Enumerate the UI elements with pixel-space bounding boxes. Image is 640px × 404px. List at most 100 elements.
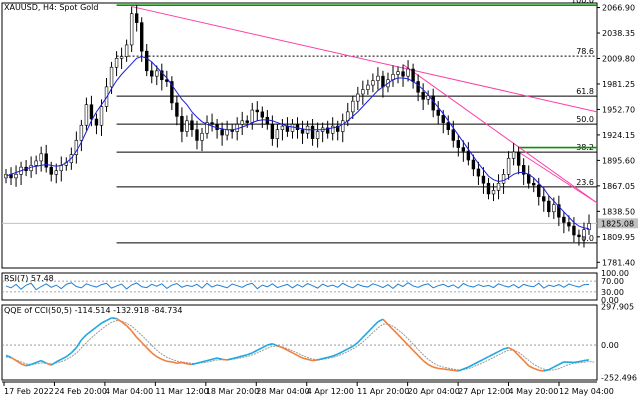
candle-body: [382, 76, 385, 87]
price-tick-label: 1781.40: [602, 258, 635, 267]
candle-body: [366, 85, 369, 89]
candle-body: [502, 174, 505, 183]
candle-body: [191, 121, 194, 130]
qqe-line-segment: [76, 340, 81, 348]
candle-body: [311, 126, 314, 138]
qqe-line-segment: [524, 361, 529, 366]
qqe-line-segment: [554, 364, 559, 367]
qqe-line-segment: [167, 361, 172, 362]
candle-body: [196, 130, 199, 141]
candle-body: [261, 112, 264, 117]
qqe-line-segment: [66, 353, 71, 357]
candle-body: [417, 82, 420, 93]
qqe-line-segment: [298, 355, 303, 358]
qqe-line-segment: [529, 366, 534, 369]
qqe-line-segment: [483, 357, 488, 360]
fib-level-label: 100.0: [571, 0, 594, 5]
candle-body: [40, 154, 43, 161]
candle-body: [100, 107, 103, 126]
candle-body: [356, 94, 359, 101]
candle-body: [462, 148, 465, 152]
qqe-line-segment: [252, 350, 257, 353]
candle-body: [482, 176, 485, 183]
qqe-line-segment: [428, 364, 433, 367]
price-tick-label: 2009.80: [602, 54, 635, 63]
price-tick-label: 2066.90: [602, 4, 635, 13]
candle-body: [402, 72, 405, 76]
qqe-line-segment: [544, 370, 549, 371]
candle-body: [201, 133, 204, 140]
qqe-line-segment: [348, 346, 353, 349]
qqe-line-segment: [51, 362, 56, 365]
main-chart-title: XAUUSD, H4: Spot Gold: [4, 3, 98, 12]
candle-body: [583, 230, 586, 237]
time-tick-label: 18 Mar 20:00: [206, 387, 259, 396]
qqe-line-segment: [378, 319, 383, 322]
qqe-line-segment: [418, 355, 423, 360]
candle-body: [256, 110, 259, 112]
qqe-line-segment: [373, 322, 378, 327]
qqe-line-segment: [539, 370, 544, 371]
candle-body: [547, 201, 550, 212]
qqe-line-segment: [237, 356, 242, 357]
candle-body: [472, 160, 475, 169]
candle-body: [562, 217, 565, 222]
qqe-line-segment: [433, 367, 438, 368]
candle-body: [578, 235, 581, 237]
candle-body: [50, 167, 53, 174]
qqe-line-segment: [423, 361, 428, 365]
qqe-line-segment: [21, 364, 26, 366]
candle-body: [251, 110, 254, 122]
candle-body: [492, 190, 495, 194]
qqe-line-segment: [242, 355, 247, 356]
fib-level-label: 23.6: [576, 178, 594, 187]
qqe-line-segment: [478, 359, 483, 362]
qqe-line-segment: [257, 348, 262, 351]
trendline-short: [403, 65, 597, 203]
candle-body: [95, 119, 98, 125]
qqe-line-segment: [101, 321, 106, 324]
candle-body: [507, 158, 510, 174]
qqe-line-segment: [393, 330, 398, 335]
candle-body: [567, 222, 570, 226]
candle-body: [246, 121, 249, 123]
candle-body: [527, 174, 530, 183]
candle-body: [211, 123, 214, 125]
candle-body: [115, 58, 118, 67]
qqe-line-segment: [207, 359, 212, 360]
candle-body: [60, 165, 63, 170]
price-tick-label: 2038.35: [602, 29, 635, 38]
qqe-line-segment: [358, 337, 363, 342]
candle-body: [186, 121, 189, 132]
price-tick-label: 1838.50: [602, 207, 635, 216]
candle-body: [397, 72, 400, 75]
candle-body: [487, 183, 490, 194]
qqe-line-segment: [408, 345, 413, 350]
qqe-line-segment: [368, 327, 373, 332]
qqe-line-segment: [56, 359, 61, 362]
time-tick-label: 28 Mar 04:00: [256, 387, 309, 396]
qqe-line-segment: [559, 362, 564, 365]
qqe-line-segment: [127, 326, 132, 331]
main-price-panel: 2066.902038.352009.801981.251952.701924.…: [2, 0, 638, 268]
qqe-line-segment: [438, 368, 443, 369]
candle-body: [181, 116, 184, 131]
candle-body: [216, 124, 219, 129]
candle-body: [477, 169, 480, 176]
candle-body: [437, 110, 440, 115]
qqe-line-segment: [494, 352, 499, 355]
moving-average-line: [6, 57, 589, 229]
qqe-line-segment: [202, 361, 207, 362]
qqe-line-segment: [107, 318, 112, 321]
candle-body: [226, 130, 229, 135]
candle-body: [130, 14, 133, 45]
qqe-line-segment: [157, 357, 162, 360]
candle-body: [497, 183, 500, 190]
time-tick-label: 4 Mar 04:00: [105, 387, 153, 396]
price-tick-label: 1981.25: [602, 80, 635, 89]
candle-body: [351, 101, 354, 112]
candle-body: [125, 45, 128, 57]
